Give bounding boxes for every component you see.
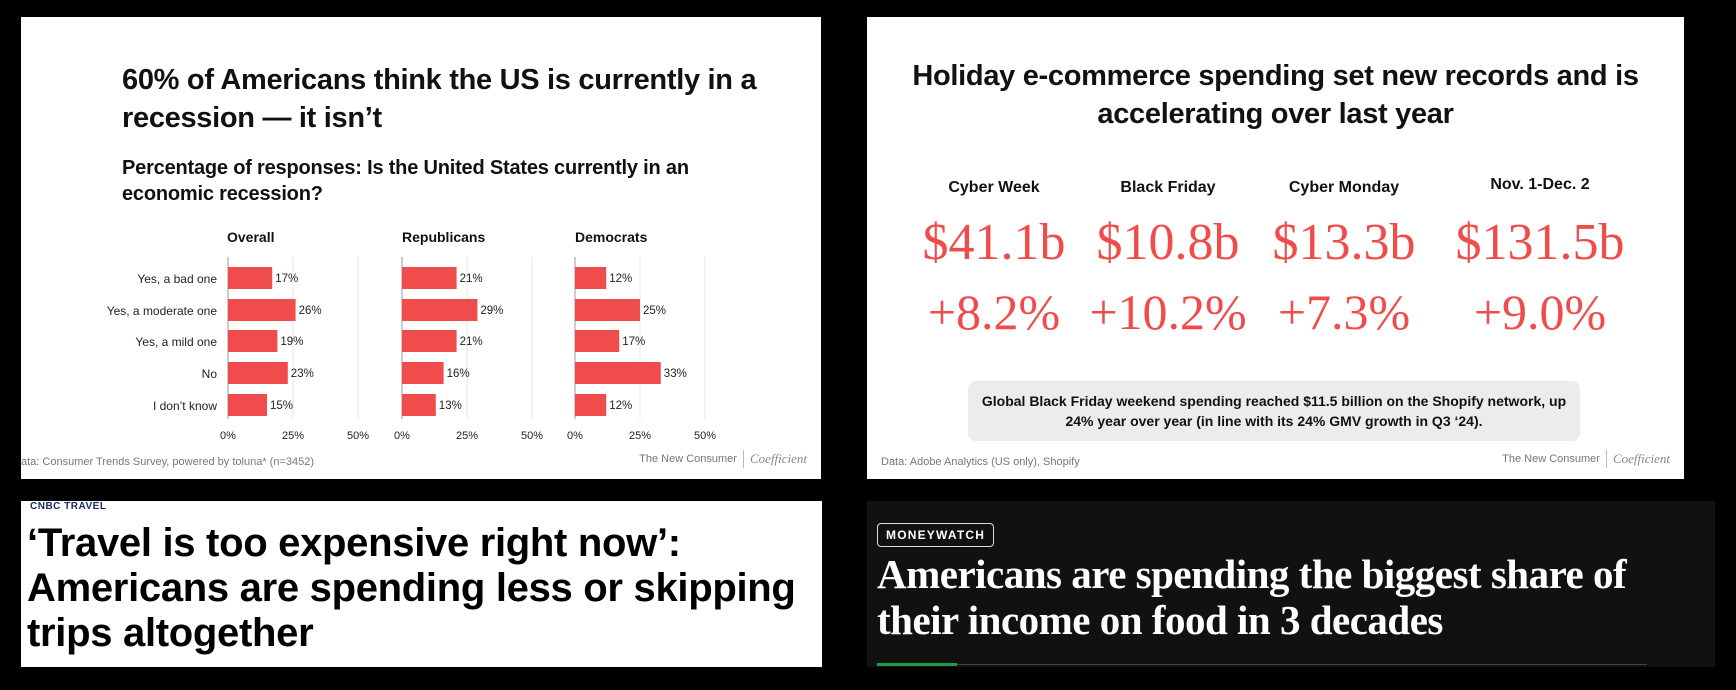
category-label: No	[202, 367, 218, 381]
stat-change-cyber-monday: +7.3%	[1277, 284, 1411, 340]
bar	[402, 362, 444, 384]
recession-chart-panel: 60% of Americans think the US is current…	[21, 17, 821, 479]
category-label: Yes, a moderate one	[107, 304, 218, 318]
x-tick-label: 25%	[456, 430, 478, 442]
x-tick-label: 0%	[220, 430, 236, 442]
stat-label-cyber-monday: Cyber Monday	[1288, 179, 1400, 196]
data-label: 21%	[460, 336, 483, 348]
brand-divider	[742, 450, 744, 468]
bar	[228, 299, 296, 321]
article-headline[interactable]: Americans are spending the biggest share…	[877, 551, 1627, 643]
data-label: 12%	[609, 400, 632, 412]
stats-title: Holiday e-commerce spending set new reco…	[912, 60, 1639, 130]
bar	[228, 330, 278, 352]
moneywatch-headline-panel: MONEYWATCH Americans are spending the bi…	[867, 501, 1715, 667]
stat-value-nov-dec: $131.5b	[1455, 214, 1625, 271]
stats-source: Data: Adobe Analytics (US only), Shopify	[881, 456, 1080, 468]
stat-value-cyber-monday: $13.3b	[1272, 214, 1416, 271]
bar	[575, 299, 640, 321]
data-label: 13%	[439, 400, 462, 412]
bar	[402, 267, 457, 289]
x-tick-label: 50%	[347, 430, 369, 442]
bar	[575, 394, 607, 416]
cnbc-headline-panel: CNBC TRAVEL ‘Travel is too expensive rig…	[21, 501, 822, 667]
brand-logo: The New Consumer Coefficient	[639, 450, 807, 468]
article-headline[interactable]: ‘Travel is too expensive right now’: Ame…	[27, 521, 796, 655]
recession-bar-chart: Yes, a bad one Yes, a moderate one Yes, a …	[107, 229, 717, 442]
data-label: 12%	[609, 273, 632, 285]
brand-divider	[1605, 450, 1607, 468]
x-tick-label: 25%	[282, 430, 304, 442]
data-label: 15%	[270, 400, 293, 412]
chart-subtitle: Percentage of responses: Is the United S…	[122, 157, 689, 205]
section-kicker: CNBC TRAVEL	[30, 501, 107, 512]
bar	[575, 267, 607, 289]
data-label: 21%	[460, 273, 483, 285]
x-tick-label: 25%	[629, 430, 651, 442]
series-header: Republicans	[402, 229, 485, 245]
stat-label-black-friday: Black Friday	[1120, 179, 1216, 196]
series-header: Democrats	[575, 229, 648, 245]
x-tick-label: 50%	[694, 430, 716, 442]
shopify-note: Global Black Friday weekend spending rea…	[968, 381, 1580, 441]
data-label: 17%	[622, 336, 645, 348]
bar	[228, 267, 273, 289]
bar	[402, 330, 457, 352]
data-label: 25%	[643, 305, 666, 317]
data-label: 23%	[291, 368, 314, 380]
bar	[228, 394, 267, 416]
x-tick-label: 50%	[521, 430, 543, 442]
data-label: 26%	[299, 305, 322, 317]
data-label: 29%	[480, 305, 503, 317]
stat-label-cyber-week: Cyber Week	[948, 179, 1040, 196]
stat-value-black-friday: $10.8b	[1096, 214, 1240, 271]
chart-source: ata: Consumer Trends Survey, powered by …	[21, 456, 314, 468]
data-label: 17%	[275, 273, 298, 285]
data-label: 19%	[280, 336, 303, 348]
stat-label-nov-dec: Nov. 1-Dec. 2	[1490, 176, 1590, 193]
stat-change-black-friday: +10.2%	[1089, 284, 1247, 340]
ecommerce-stats-panel: Holiday e-commerce spending set new reco…	[867, 17, 1684, 479]
bar	[575, 330, 620, 352]
category-label: Yes, a bad one	[137, 272, 217, 286]
bar	[228, 362, 288, 384]
brand-coefficient: Coefficient	[1612, 451, 1670, 466]
brand-coefficient: Coefficient	[749, 451, 807, 466]
x-tick-label: 0%	[567, 430, 583, 442]
section-badge[interactable]: MONEYWATCH	[877, 523, 995, 547]
x-tick-label: 0%	[394, 430, 410, 442]
data-label: 33%	[664, 368, 687, 380]
stat-change-nov-dec: +9.0%	[1473, 284, 1607, 340]
bar	[402, 394, 436, 416]
bar	[402, 299, 478, 321]
category-label: Yes, a mild one	[135, 335, 217, 349]
brand-logo: The New Consumer Coefficient	[1502, 450, 1670, 468]
progress-accent	[877, 663, 957, 666]
bar	[575, 362, 661, 384]
brand-new-consumer: The New Consumer	[1502, 453, 1600, 465]
divider-line	[877, 664, 1647, 665]
stat-change-cyber-week: +8.2%	[927, 284, 1061, 340]
category-label: I don’t know	[153, 399, 217, 413]
brand-new-consumer: The New Consumer	[639, 453, 737, 465]
data-label: 16%	[447, 368, 470, 380]
stat-value-cyber-week: $41.1b	[922, 214, 1066, 271]
chart-title: 60% of Americans think the US is current…	[122, 64, 757, 134]
series-header: Overall	[227, 229, 274, 245]
